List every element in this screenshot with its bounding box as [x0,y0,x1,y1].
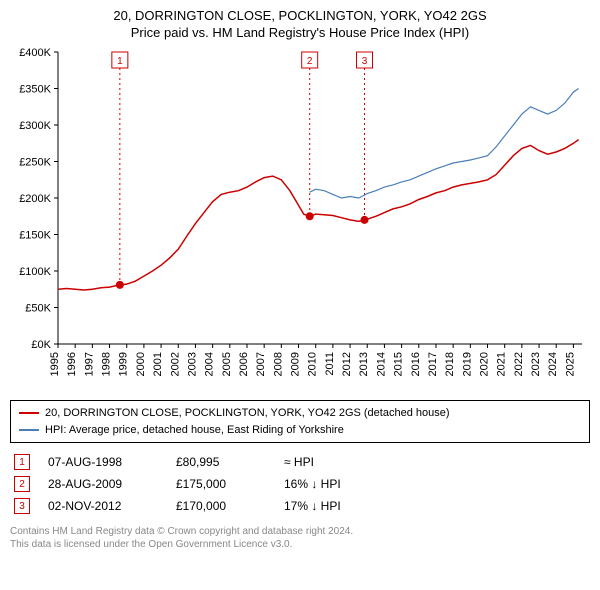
legend-swatch [19,429,39,431]
sale-rel-hpi: 17% ↓ HPI [284,499,384,513]
svg-text:2008: 2008 [272,352,284,376]
chart-area: £0K £50K £100K £150K £200K £250K £300K £350K £40… [10,46,590,396]
svg-text:2014: 2014 [375,352,387,376]
sale-price: £175,000 [176,477,266,491]
chart-container: 20, DORRINGTON CLOSE, POCKLINGTON, YORK,… [0,0,600,590]
svg-text:1995: 1995 [49,352,61,376]
svg-text:1999: 1999 [118,352,130,376]
sale-price: £80,995 [176,455,266,469]
legend-item: HPI: Average price, detached house, East… [19,422,581,439]
svg-text:£300K: £300K [19,120,51,132]
svg-text:2001: 2001 [152,352,164,376]
svg-text:2024: 2024 [547,352,559,376]
footer-attribution: Contains HM Land Registry data © Crown c… [10,525,590,551]
svg-text:2025: 2025 [564,352,576,376]
legend-item: 20, DORRINGTON CLOSE, POCKLINGTON, YORK,… [19,405,581,422]
svg-text:2021: 2021 [496,352,508,376]
svg-text:2011: 2011 [324,352,336,376]
sales-row: 2 28-AUG-2009 £175,000 16% ↓ HPI [10,473,590,495]
svg-text:1: 1 [117,56,123,67]
svg-text:2005: 2005 [221,352,233,376]
sale-marker-icon: 2 [14,476,30,492]
svg-text:2010: 2010 [307,352,319,376]
sale-marker-icon: 1 [14,454,30,470]
svg-text:2023: 2023 [530,352,542,376]
chart-svg: £0K £50K £100K £150K £200K £250K £300K £350K £40… [10,46,590,396]
svg-text:2013: 2013 [358,352,370,376]
svg-text:£100K: £100K [19,266,51,278]
svg-text:£200K: £200K [19,193,51,205]
svg-text:2017: 2017 [427,352,439,376]
svg-text:1996: 1996 [66,352,78,376]
chart-title: 20, DORRINGTON CLOSE, POCKLINGTON, YORK,… [10,8,590,23]
svg-text:2000: 2000 [135,352,147,376]
svg-text:2004: 2004 [204,352,216,376]
svg-text:2006: 2006 [238,352,250,376]
svg-text:2: 2 [307,56,313,67]
svg-text:2015: 2015 [393,352,405,376]
svg-text:1997: 1997 [83,352,95,376]
legend-label: HPI: Average price, detached house, East… [45,422,344,439]
sale-rel-hpi: 16% ↓ HPI [284,477,384,491]
svg-text:2002: 2002 [169,352,181,376]
svg-text:2009: 2009 [290,352,302,376]
footer-line: Contains HM Land Registry data © Crown c… [10,525,590,538]
svg-text:£400K: £400K [19,47,51,59]
legend: 20, DORRINGTON CLOSE, POCKLINGTON, YORK,… [10,400,590,443]
svg-text:2003: 2003 [186,352,198,376]
legend-label: 20, DORRINGTON CLOSE, POCKLINGTON, YORK,… [45,405,450,422]
chart-subtitle: Price paid vs. HM Land Registry's House … [10,25,590,40]
svg-text:2022: 2022 [513,352,525,376]
svg-text:£150K: £150K [19,230,51,242]
sale-date: 28-AUG-2009 [48,477,158,491]
titles: 20, DORRINGTON CLOSE, POCKLINGTON, YORK,… [10,8,590,40]
svg-text:2016: 2016 [410,352,422,376]
svg-text:£350K: £350K [19,84,51,96]
sales-row: 3 02-NOV-2012 £170,000 17% ↓ HPI [10,495,590,517]
sales-row: 1 07-AUG-1998 £80,995 ≈ HPI [10,451,590,473]
svg-text:£50K: £50K [25,303,51,315]
sale-marker-icon: 3 [14,498,30,514]
legend-swatch [19,412,39,414]
svg-text:2007: 2007 [255,352,267,376]
sale-date: 07-AUG-1998 [48,455,158,469]
sale-date: 02-NOV-2012 [48,499,158,513]
svg-text:1998: 1998 [101,352,113,376]
svg-text:2020: 2020 [479,352,491,376]
svg-text:2012: 2012 [341,352,353,376]
svg-text:£0K: £0K [31,339,51,351]
sales-table: 1 07-AUG-1998 £80,995 ≈ HPI 2 28-AUG-200… [10,451,590,517]
sale-rel-hpi: ≈ HPI [284,455,384,469]
svg-text:3: 3 [362,56,368,67]
svg-text:£250K: £250K [19,157,51,169]
footer-line: This data is licensed under the Open Gov… [10,538,590,551]
svg-text:2019: 2019 [461,352,473,376]
svg-text:2018: 2018 [444,352,456,376]
sale-price: £170,000 [176,499,266,513]
